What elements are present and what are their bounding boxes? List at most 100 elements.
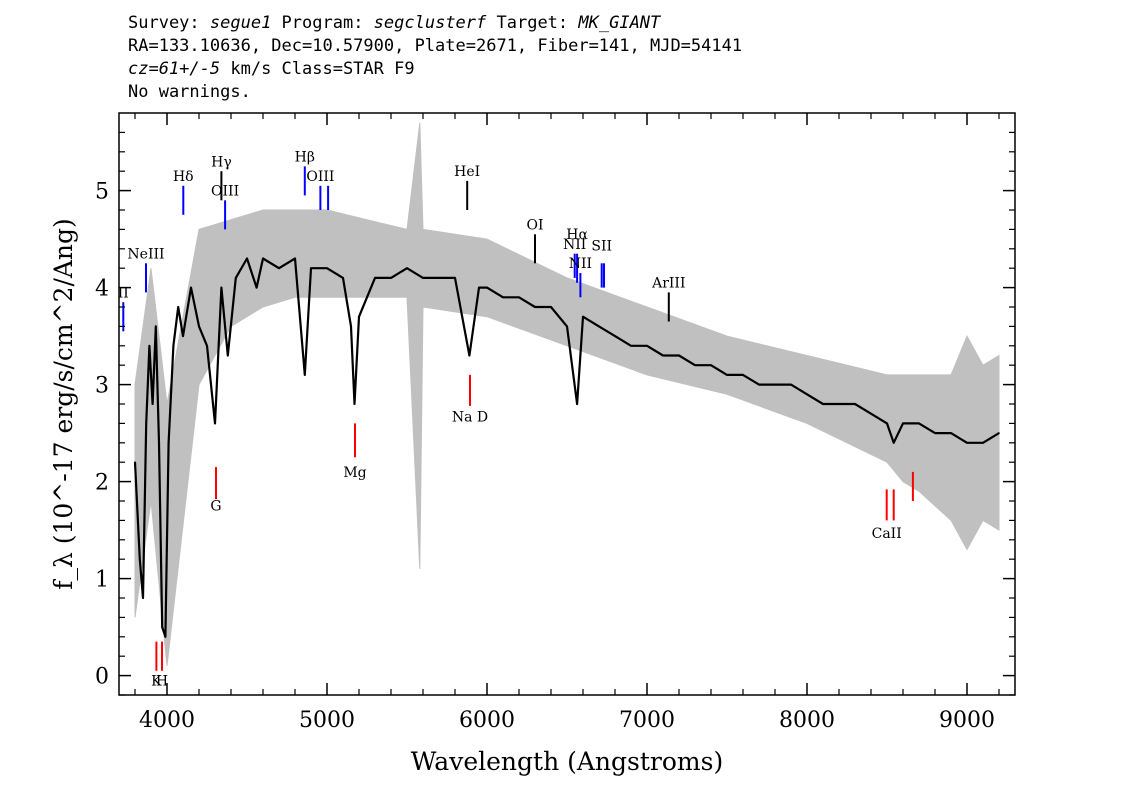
flux-point: [310, 267, 312, 270]
x-tick-label: 9000: [939, 708, 995, 733]
flux-point: [294, 257, 296, 260]
flux-point: [468, 354, 471, 357]
flux-point: [172, 345, 175, 347]
x-tick-label: 6000: [459, 708, 515, 733]
flux-point: [164, 636, 167, 638]
flux-point: [892, 442, 895, 444]
line-label-h-: Hβ: [295, 150, 315, 166]
flux-point: [854, 403, 856, 405]
flux-point: [630, 345, 632, 347]
flux-point: [998, 432, 1000, 434]
flux-point: [227, 354, 229, 357]
flux-point: [139, 558, 141, 560]
flux-point: [206, 345, 208, 347]
x-axis-label: Wavelength (Angstroms): [411, 747, 723, 776]
flux-point: [582, 315, 584, 318]
flux-point: [353, 403, 356, 405]
flux-point: [161, 626, 163, 628]
line-label-sii: SII: [591, 239, 612, 255]
header-line-2: RA=133.10636, Dec=10.57900, Plate=2671, …: [128, 36, 743, 56]
flux-point: [694, 364, 696, 367]
redshift-value: cz=61+/-5: [128, 59, 221, 79]
line-label-na-d: Na D: [452, 410, 488, 426]
line-label-ariii: ArIII: [651, 276, 685, 292]
flux-point: [518, 296, 520, 299]
flux-point: [151, 403, 154, 405]
spectrum-header: Survey: segue1 Program: segclusterf Targ…: [128, 12, 742, 104]
flux-point: [758, 383, 760, 386]
flux-point: [678, 354, 680, 357]
error-band: [134, 122, 1000, 666]
error-band-layer: [134, 122, 1000, 666]
y-tick-label: 0: [95, 665, 109, 690]
flux-point: [350, 325, 352, 328]
x-tick-label: 7000: [619, 708, 675, 733]
x-tick-label: 5000: [299, 708, 355, 733]
flux-point: [148, 345, 151, 347]
flux-point: [886, 422, 888, 425]
line-label-h: H: [156, 673, 168, 689]
spectral-lines-layer: KH G Mg Na D CaII II NeIII Hδ Hγ OIII Hβ OIII HeI OI N…: [118, 150, 914, 689]
y-tick-label: 3: [95, 374, 109, 399]
flux-point: [255, 286, 258, 289]
flux-point: [534, 306, 536, 308]
flux-point: [235, 277, 237, 279]
flux-point: [304, 374, 306, 376]
y-axis-label: f_λ (10^-17 erg/s/cm^2/Ang): [49, 218, 78, 590]
flux-point: [167, 442, 170, 444]
flux-point: [710, 364, 712, 367]
y-tick-label: 4: [95, 277, 109, 302]
line-label-g: G: [210, 499, 221, 515]
flux-point: [182, 335, 184, 337]
flux-point: [278, 267, 280, 270]
flux-point: [742, 374, 744, 376]
flux-point: [662, 354, 664, 357]
flux-point: [614, 335, 616, 337]
flux-point: [598, 325, 600, 328]
target-label: Target:: [486, 13, 579, 33]
flux-point: [155, 325, 157, 328]
axis-ticks-layer: 4000 5000 6000 7000 8000 9000 0 1 2 3 4 5: [95, 113, 1015, 733]
flux-point: [422, 277, 424, 279]
y-tick-label: 1: [95, 568, 109, 593]
flux-point: [934, 432, 936, 434]
flux-point: [982, 442, 984, 444]
flux-point: [950, 432, 952, 434]
survey-value: segue1: [209, 13, 272, 33]
line-label-oiii: OIII: [211, 183, 239, 199]
flux-layer: [133, 257, 1000, 638]
flux-point: [774, 383, 776, 386]
flux-point: [220, 286, 223, 289]
flux-point: [646, 345, 648, 347]
survey-label: Survey:: [128, 13, 210, 33]
flux-point: [390, 277, 392, 279]
line-label-hei: HeI: [454, 164, 480, 180]
line-label-h-: Hγ: [211, 154, 232, 170]
line-label-k: K: [151, 673, 162, 689]
header-line-4: No warnings.: [128, 82, 251, 102]
line-label-nii: NII: [563, 237, 586, 253]
header-line-1: Survey: segue1 Program: segclusterf Targ…: [128, 12, 742, 35]
x-tick-label: 8000: [779, 708, 835, 733]
line-label-mg: Mg: [343, 465, 366, 481]
flux-point: [134, 461, 136, 464]
flux-point: [262, 257, 264, 260]
y-tick-label: 2: [95, 471, 109, 496]
header-line-3: cz=61+/-5 km/s Class=STAR F9: [128, 58, 742, 81]
flux-point: [486, 286, 488, 289]
flux-line: [133, 257, 1000, 638]
flux-point: [142, 597, 144, 599]
program-value: segclusterf: [373, 13, 487, 33]
flux-point: [838, 403, 840, 405]
flux-point: [918, 422, 920, 425]
flux-point: [246, 257, 248, 260]
line-label-h-: Hα: [566, 227, 588, 243]
flux-point: [198, 325, 200, 328]
line-label-oiii: OIII: [306, 169, 334, 185]
line-label-nii: NII: [569, 256, 592, 272]
flux-point: [326, 267, 328, 270]
flux-point: [145, 422, 147, 425]
y-tick-label: 5: [95, 180, 109, 205]
flux-point: [576, 403, 578, 405]
